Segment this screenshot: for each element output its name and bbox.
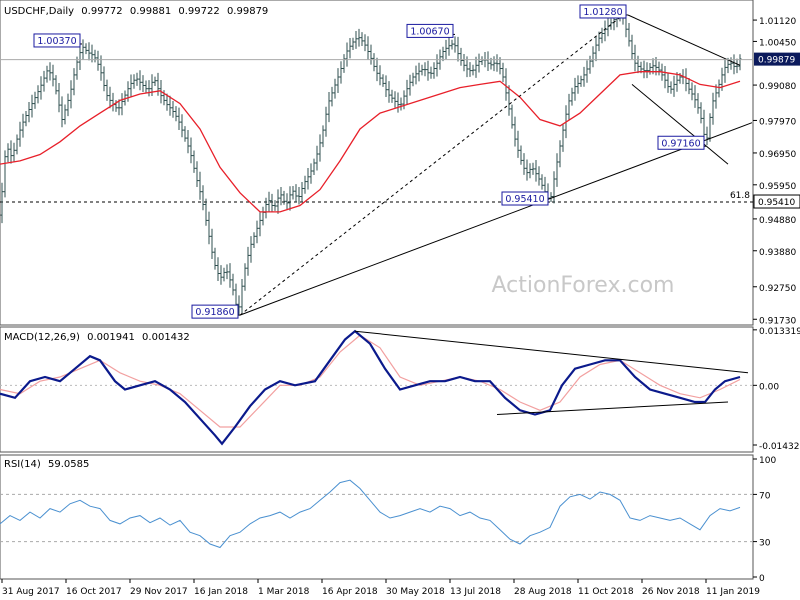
date-tick-label: 13 Jul 2018 — [450, 587, 501, 597]
rsi-tick-label: 70 — [759, 491, 771, 501]
rsi-panel: RSI(14) 59.0585 100 70 30 0 — [0, 454, 776, 584]
macd-tick-label: 0.00 — [759, 382, 779, 392]
callout-label: 1.01280 — [583, 7, 622, 18]
price-tick-label: 0.96950 — [759, 150, 796, 160]
macd-panel: MACD(12,26,9) 0.001941 0.001432 0.013319… — [0, 326, 800, 453]
date-tick-label: 31 Aug 2017 — [2, 587, 60, 597]
price-tick-label: 0.94880 — [759, 216, 796, 226]
macd-lines — [0, 329, 741, 446]
price-trendline — [627, 14, 741, 66]
date-tick-label: 11 Jan 2019 — [706, 587, 760, 597]
callout-box — [501, 191, 549, 206]
price-trendline — [239, 17, 621, 316]
callout-box — [406, 23, 454, 38]
macd-tick-label: -0.014323 — [759, 442, 800, 452]
rsi-tick-label: 100 — [759, 456, 776, 466]
ohlc-open: 0.99772 — [81, 6, 122, 17]
rsi-axis: 100 70 30 0 — [0, 456, 776, 584]
date-tick-label: 16 Jan 2018 — [194, 587, 248, 597]
macd-trendline — [496, 401, 729, 415]
date-tick-label: 16 Oct 2017 — [66, 587, 122, 597]
macd-title: MACD(12,26,9) 0.001941 0.001432 — [4, 332, 190, 343]
rsi-label: RSI(14) — [4, 459, 41, 470]
macd-main-line — [0, 329, 741, 446]
price-tick-label: 0.99080 — [759, 82, 796, 92]
macd-trendline — [354, 330, 749, 374]
callout-box — [657, 135, 705, 150]
macd-signal-value: 0.001432 — [142, 332, 190, 343]
ohlc-low: 0.99722 — [178, 6, 219, 17]
current-price: 0.99879 — [0, 52, 800, 66]
price-panel: USDCHF,Daily 0.99772 0.99881 0.99722 0.9… — [0, 0, 800, 326]
price-tick-label: 0.95950 — [759, 182, 796, 192]
date-tick-label: 11 Oct 2018 — [578, 587, 634, 597]
rsi-panel-frame — [0, 454, 754, 580]
price-tick-label: 0.93880 — [759, 248, 796, 258]
date-tick-label: 16 Apr 2018 — [322, 587, 378, 597]
fib-level-value-label: 0.95410 — [758, 198, 795, 208]
price-callouts: 1.00370 1.00670 1.01280 0.97160 0.95410 0.918… — [33, 4, 706, 319]
price-bars — [0, 8, 742, 315]
price-trendline — [239, 122, 753, 316]
rsi-tick-label: 30 — [759, 539, 771, 549]
rsi-value: 59.0585 — [48, 459, 89, 470]
price-panel-frame — [0, 0, 754, 326]
fib-level: 61.8 0.95410 — [0, 191, 800, 209]
date-tick-label: 28 Aug 2018 — [514, 587, 572, 597]
price-tick-label: 1.00450 — [759, 38, 796, 48]
symbol-timeframe: USDCHF,Daily — [4, 6, 74, 17]
callout-box — [33, 33, 81, 48]
fib-level-label: 61.8 — [730, 191, 750, 201]
callout-label: 0.95410 — [505, 194, 544, 205]
price-tick-label: 0.97970 — [759, 117, 796, 127]
price-trendline — [631, 84, 729, 165]
price-trendlines — [239, 14, 753, 316]
current-price-label: 0.99879 — [758, 56, 795, 66]
price-title: USDCHF,Daily 0.99772 0.99881 0.99722 0.9… — [4, 6, 268, 17]
callout-box — [579, 4, 627, 19]
rsi-title: RSI(14) 59.0585 — [4, 459, 89, 470]
macd-tick-label: 0.013319 — [759, 327, 800, 337]
price-tick-label: 1.01120 — [759, 17, 796, 27]
ohlc-high: 0.99881 — [130, 6, 171, 17]
callout-box — [191, 304, 239, 319]
date-tick-label: 29 Nov 2017 — [130, 587, 188, 597]
watermark: ActionForex.com — [492, 273, 675, 298]
sma-line — [0, 71, 741, 213]
callout-label: 1.00670 — [410, 26, 449, 37]
price-tick-label: 0.92750 — [759, 284, 796, 294]
rsi-tick-label: 0 — [759, 574, 765, 584]
price-tick-label: 0.91730 — [759, 316, 796, 326]
date-axis: 31 Aug 2017 16 Oct 2017 29 Nov 2017 16 Jan … — [1, 579, 760, 597]
rsi-series-line — [0, 479, 741, 549]
callout-label: 1.00370 — [37, 36, 76, 47]
callout-label: 0.91860 — [195, 307, 234, 318]
macd-axis: 0.013319 0.00 -0.014323 — [0, 327, 800, 452]
rsi-line — [0, 479, 741, 549]
current-price-box — [754, 52, 800, 66]
ohlc-close: 0.99879 — [227, 6, 268, 17]
date-tick-label: 1 Mar 2018 — [258, 587, 310, 597]
macd-label: MACD(12,26,9) — [4, 332, 80, 343]
macd-panel-frame — [0, 326, 754, 453]
macd-value: 0.001941 — [87, 332, 135, 343]
callout-label: 0.97160 — [661, 138, 700, 149]
macd-trendlines — [354, 330, 749, 415]
moving-average — [0, 71, 741, 213]
date-tick-label: 30 May 2018 — [386, 587, 445, 597]
price-axis: 1.01120 1.00450 0.99080 0.97970 0.96950 0.959… — [753, 17, 796, 326]
date-tick-label: 26 Nov 2018 — [642, 587, 700, 597]
fib-level-value-box — [753, 194, 800, 209]
